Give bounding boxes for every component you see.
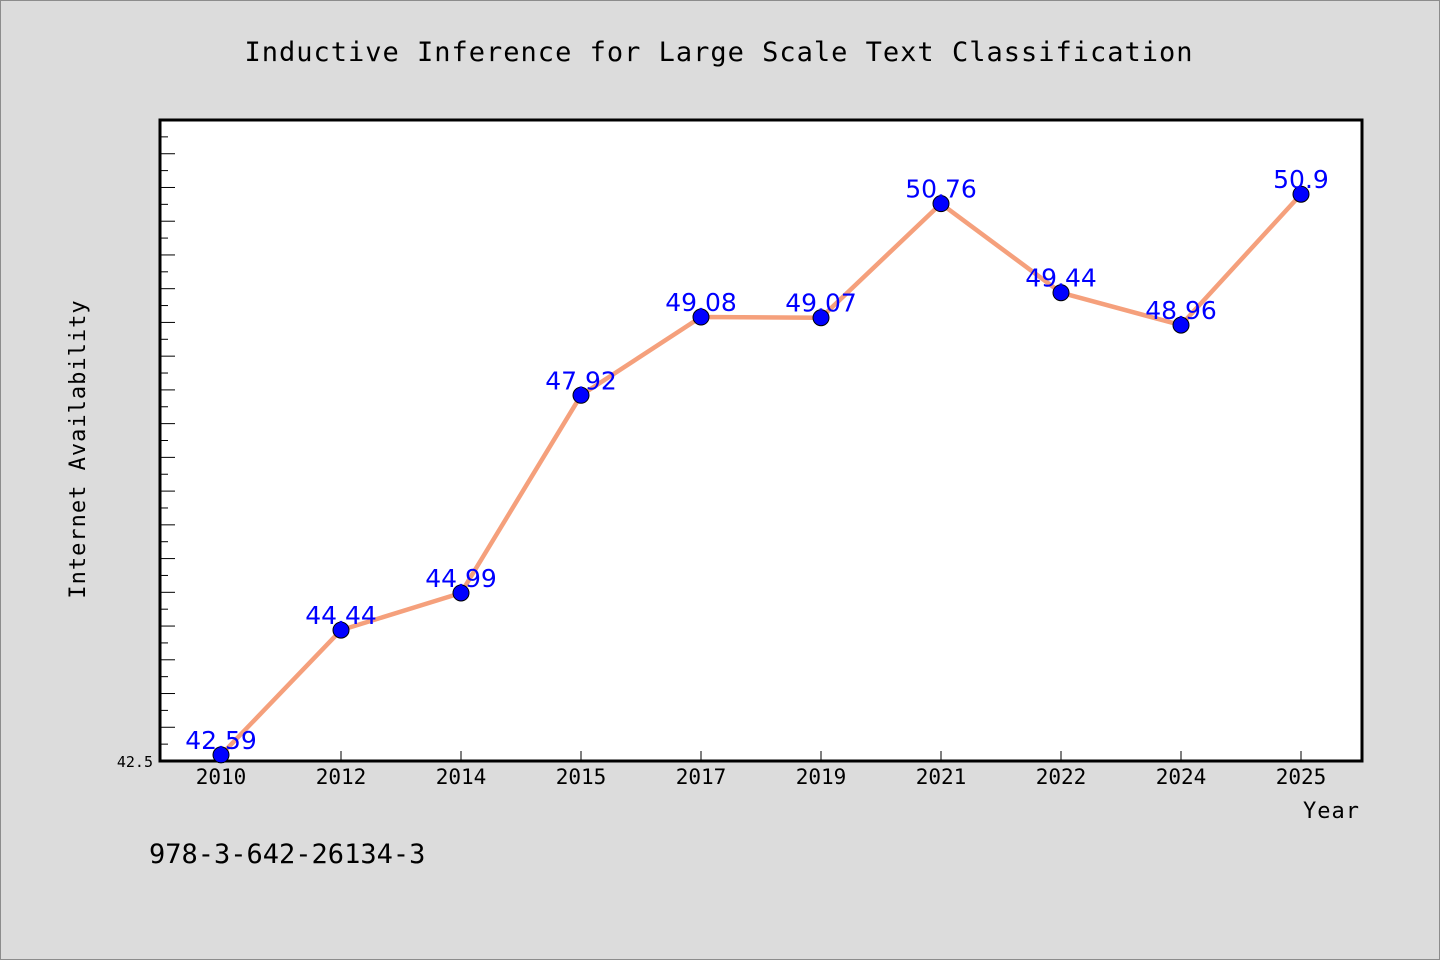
data-label-2021: 50.76 [905,175,977,204]
y-axis-ticks [160,119,175,762]
isbn-text: 978-3-642-26134-3 [149,839,425,870]
data-label-2019: 49.07 [785,289,857,318]
data-label-2014: 44.99 [425,564,497,593]
data-point-2022 [1052,284,1070,302]
y-axis-min-label: 42.5 [117,753,153,771]
data-point-2021 [932,195,950,213]
x-tick-label-2017: 2017 [676,765,727,789]
data-label-2010: 42.59 [185,726,257,755]
data-label-2017: 49.08 [665,288,737,317]
data-label-2022: 49.44 [1025,264,1097,293]
x-tick-label-2019: 2019 [796,765,847,789]
x-axis-ticks: 2010 2012 2014 2015 2017 2019 2021 2022 2024 2025 [196,751,1327,789]
plot-area [158,118,1364,763]
data-point-2024 [1172,316,1190,334]
chart-title: Inductive Inference for Large Scale Text… [244,37,1193,68]
data-point-2015 [572,386,590,404]
x-tick-label-2022: 2022 [1036,765,1087,789]
series-layer: 42.59 44.44 44.99 47.92 49.08 49.07 50.76 49.44… [185,165,1329,764]
data-label-2025: 50.9 [1273,165,1329,194]
data-label-2015: 47.92 [545,366,617,395]
data-point-2012 [332,621,350,639]
x-tick-label-2012: 2012 [316,765,367,789]
data-label-2024: 48.96 [1145,296,1217,325]
x-tick-label-2025: 2025 [1276,765,1327,789]
data-point-2014 [452,584,470,602]
x-tick-label-2010: 2010 [196,765,247,789]
x-tick-label-2024: 2024 [1156,765,1207,789]
data-point-2019 [812,309,830,327]
x-tick-label-2015: 2015 [556,765,607,789]
data-point-2025 [1292,185,1310,203]
y-axis-label: Internet Availability [66,299,91,598]
x-axis-label: Year [1303,799,1360,824]
data-label-2012: 44.44 [305,601,377,630]
x-tick-label-2021: 2021 [916,765,967,789]
x-tick-label-2014: 2014 [436,765,487,789]
series-line [218,191,1304,758]
data-point-2010 [212,746,230,764]
data-point-2017 [692,308,710,326]
